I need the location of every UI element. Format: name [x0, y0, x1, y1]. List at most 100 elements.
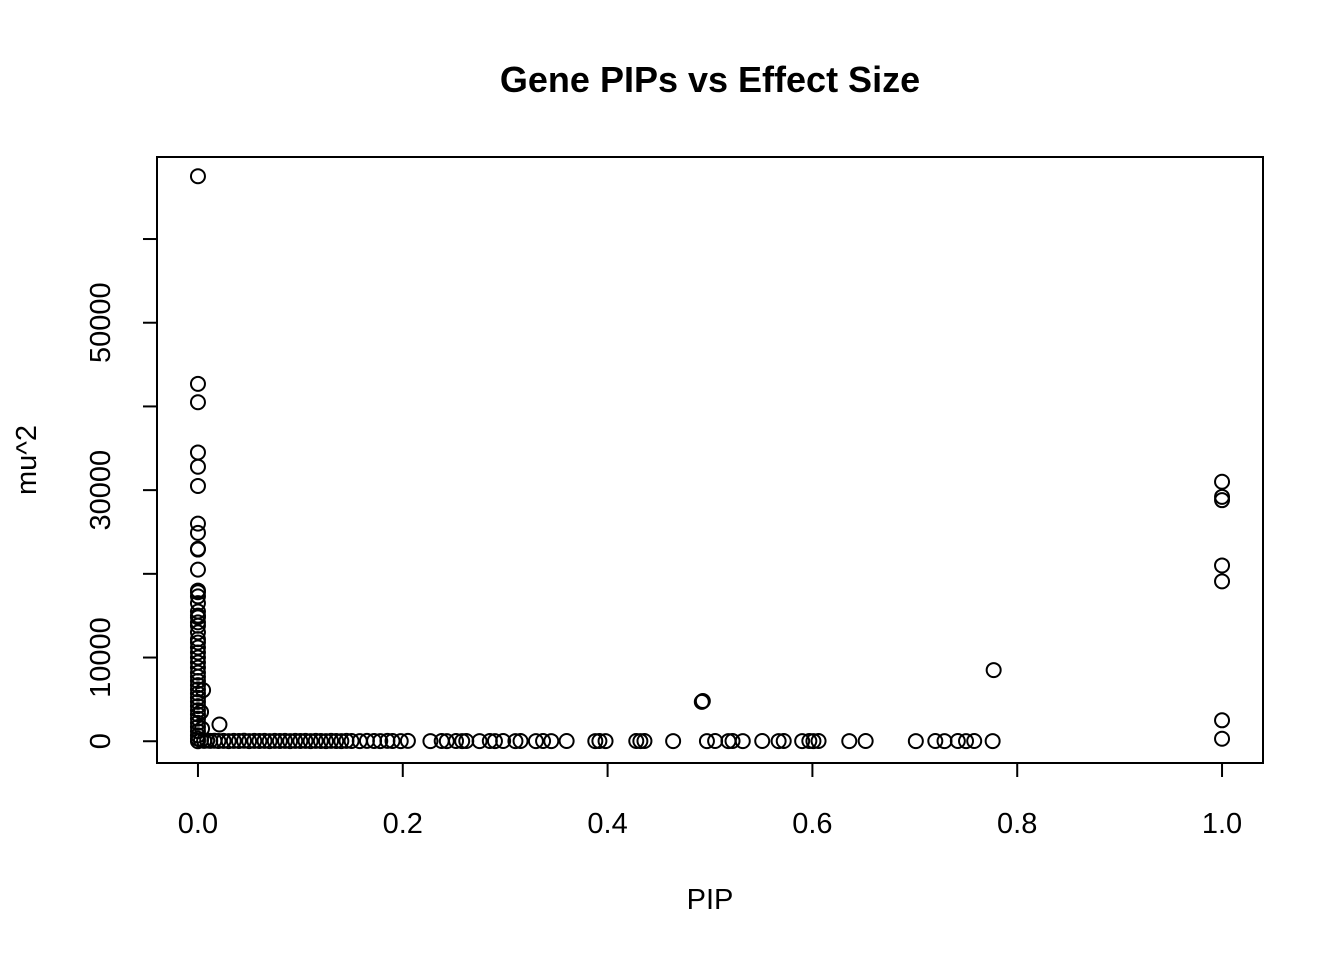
data-point: [297, 732, 314, 749]
data-point: [694, 693, 711, 710]
x-axis-label: PIP: [687, 884, 734, 916]
x-tick-label: 0.4: [587, 808, 627, 840]
data-point: [1214, 712, 1231, 729]
data-point: [527, 733, 544, 750]
data-point: [927, 732, 944, 749]
data-point: [770, 733, 787, 750]
data-point: [535, 732, 552, 749]
data-point: [857, 732, 874, 749]
data-point: [1214, 492, 1231, 509]
data-point: [246, 732, 263, 749]
data-point: [189, 624, 206, 641]
data-point: [507, 733, 524, 750]
data-point: [591, 732, 608, 749]
plot-frame: [156, 156, 1264, 764]
data-point: [189, 664, 206, 681]
data-point: [1214, 473, 1231, 490]
data-point: [282, 733, 299, 750]
data-point: [312, 732, 329, 749]
data-point: [1214, 488, 1231, 505]
data-point: [907, 733, 924, 750]
data-point: [810, 732, 827, 749]
data-point: [949, 732, 966, 749]
data-point: [189, 681, 206, 698]
data-point: [438, 733, 455, 750]
data-point: [486, 733, 503, 750]
data-point: [189, 644, 206, 661]
data-point: [189, 561, 206, 578]
data-point: [189, 394, 206, 411]
chart-title: Gene PIPs vs Effect Size: [500, 59, 920, 100]
data-point: [372, 733, 389, 750]
data-point: [587, 733, 604, 750]
y-tick-label: 10000: [85, 617, 117, 698]
data-point: [801, 732, 818, 749]
data-point: [189, 584, 206, 601]
data-point: [189, 588, 206, 605]
data-point: [189, 477, 206, 494]
data-point: [193, 703, 210, 720]
data-point: [251, 732, 268, 749]
data-point: [343, 732, 360, 749]
data-point: [754, 732, 771, 749]
data-point: [261, 733, 278, 750]
data-point: [384, 732, 401, 749]
data-point: [271, 732, 288, 749]
data-points: [189, 168, 1231, 750]
data-point: [1214, 730, 1231, 747]
data-point: [512, 732, 529, 749]
data-point: [1214, 557, 1231, 574]
data-point: [189, 706, 206, 723]
data-point: [399, 732, 416, 749]
data-point: [220, 733, 237, 750]
data-point: [189, 639, 206, 656]
y-axis-label: mu^2: [11, 425, 43, 495]
data-point: [189, 541, 206, 558]
data-point: [302, 733, 319, 750]
y-tick-label: 30000: [85, 450, 117, 531]
data-point: [189, 677, 206, 694]
x-axis: 0.0 0.2 0.4 0.6 0.8 1.0: [178, 762, 1242, 840]
y-axis: 0 10000 30000 50000: [85, 238, 158, 749]
data-point: [189, 668, 206, 685]
data-point: [292, 732, 309, 749]
data-point: [734, 733, 751, 750]
data-point: [189, 458, 206, 475]
data-point: [189, 444, 206, 461]
data-point: [1214, 573, 1231, 590]
data-point: [210, 732, 227, 749]
data-point: [189, 524, 206, 541]
y-tick-label: 0: [85, 733, 117, 749]
x-tick-label: 0.8: [997, 808, 1037, 840]
data-point: [189, 609, 206, 626]
y-tick-label: 50000: [85, 282, 117, 363]
data-point: [328, 732, 345, 749]
data-point: [333, 733, 350, 750]
data-point: [277, 732, 294, 749]
data-point: [307, 732, 324, 749]
data-point: [323, 732, 340, 749]
data-point: [471, 733, 488, 750]
data-point: [698, 733, 715, 750]
data-point: [794, 733, 811, 750]
data-point: [597, 733, 614, 750]
data-point: [230, 732, 247, 749]
data-point: [236, 732, 253, 749]
data-point: [558, 732, 575, 749]
data-point: [632, 733, 649, 750]
x-tick-label: 0.0: [178, 808, 218, 840]
data-point: [189, 649, 206, 666]
data-point: [984, 733, 1001, 750]
data-point: [392, 733, 409, 750]
data-point: [195, 682, 212, 699]
data-point: [189, 375, 206, 392]
data-point: [985, 662, 1002, 679]
data-point: [189, 168, 206, 185]
data-point: [189, 515, 206, 532]
data-point: [805, 733, 822, 750]
data-point: [317, 733, 334, 750]
data-point: [241, 733, 258, 750]
data-point: [775, 732, 792, 749]
data-point: [211, 716, 228, 733]
